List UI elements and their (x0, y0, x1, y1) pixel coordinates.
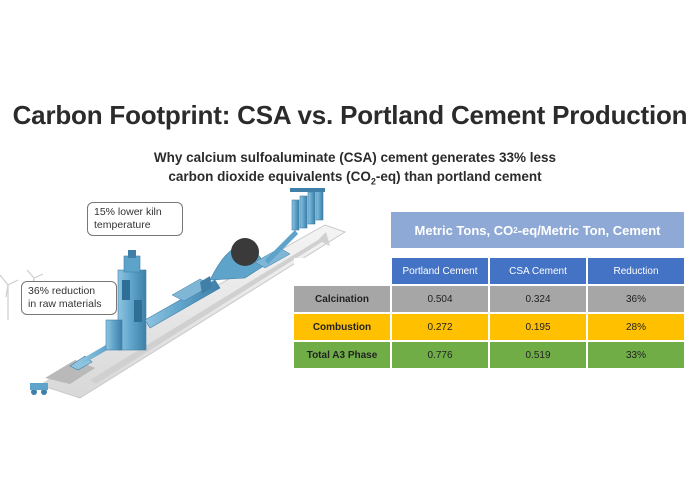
emissions-table: Portland Cement CSA Cement Reduction Cal… (292, 256, 686, 370)
table-cell: 36% (588, 286, 684, 312)
table-cell: 0.195 (490, 314, 586, 340)
table-cell: 0.272 (392, 314, 488, 340)
page-title: Carbon Footprint: CSA vs. Portland Cemen… (12, 100, 688, 130)
process-arrow (90, 232, 330, 384)
raw-materials-callout: 36% reduction in raw materials (21, 281, 117, 315)
cement-plant-illustration (0, 188, 347, 399)
table-header: Metric Tons, CO 2 -eq/Metric Ton, Cement (391, 212, 684, 248)
callout-text: in raw materials (28, 298, 102, 310)
subtitle-line-1: Why calcium sulfoaluminate (CSA) cement … (153, 150, 557, 165)
table-cell: 0.504 (392, 286, 488, 312)
table-cell: 33% (588, 342, 684, 368)
table-row: Calcination 0.504 0.324 36% (294, 286, 684, 312)
table-row: Total A3 Phase 0.776 0.519 33% (294, 342, 684, 368)
table-cell: 0.324 (490, 286, 586, 312)
cement-silos (291, 189, 324, 231)
table-cell: 28% (588, 314, 684, 340)
subtitle: Why calcium sulfoaluminate (CSA) cement … (120, 148, 590, 192)
callout-text: temperature (94, 219, 151, 231)
row-label: Total A3 Phase (294, 342, 390, 368)
subtitle-line-2: carbon dioxide equivalents (CO2-eq) than… (168, 169, 542, 187)
callout-text: 15% lower kiln (94, 206, 162, 218)
table-column-headers: Portland Cement CSA Cement Reduction (294, 258, 684, 284)
table-cell: 0.776 (392, 342, 488, 368)
table-row: Combustion 0.272 0.195 28% (294, 314, 684, 340)
callout-text: 36% reduction (28, 285, 96, 297)
column-header: Reduction (588, 258, 684, 284)
row-label: Calcination (294, 286, 390, 312)
row-label: Combustion (294, 314, 390, 340)
kiln-temperature-callout: 15% lower kiln temperature (87, 202, 183, 236)
column-header: CSA Cement (490, 258, 586, 284)
table-cell: 0.519 (490, 342, 586, 368)
column-header: Portland Cement (392, 258, 488, 284)
kiln-tower (105, 250, 147, 351)
clinker-pile (231, 238, 259, 266)
